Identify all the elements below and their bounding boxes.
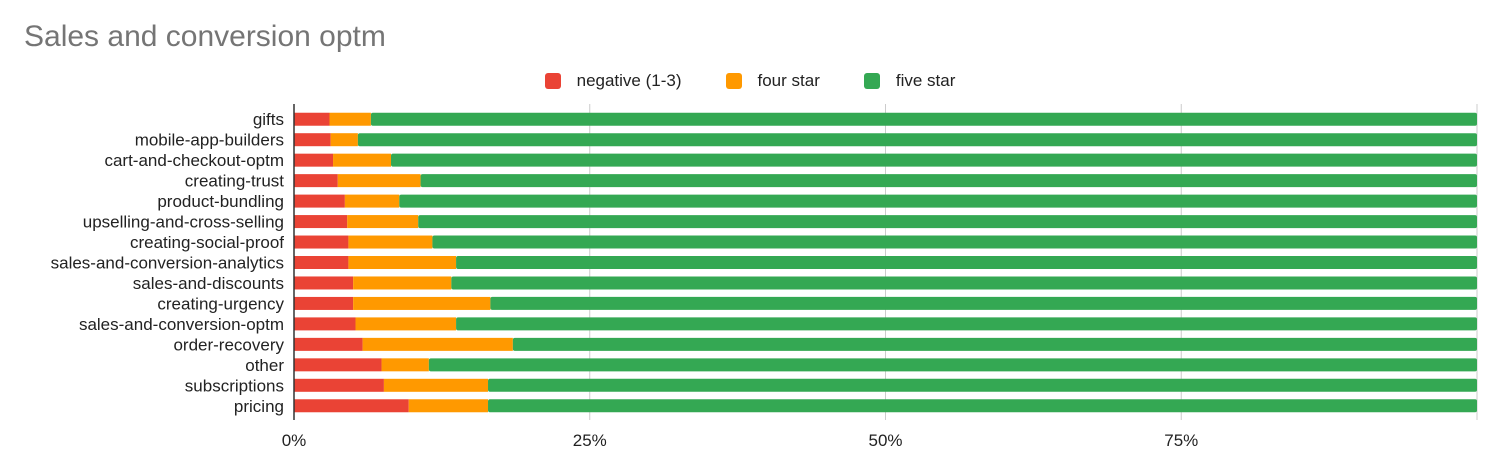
bar-11-1 bbox=[362, 337, 513, 351]
bar-3-0 bbox=[294, 174, 338, 188]
category-label: upselling-and-cross-selling bbox=[83, 213, 284, 232]
legend-swatch-five-star bbox=[863, 73, 880, 89]
category-label: sales-and-conversion-analytics bbox=[51, 254, 284, 273]
bar-6-1 bbox=[348, 235, 433, 249]
bar-2-2 bbox=[391, 153, 1478, 167]
bar-7-1 bbox=[348, 256, 457, 269]
bar-9-1 bbox=[353, 296, 491, 310]
category-label: sales-and-discounts bbox=[133, 274, 284, 293]
legend-label-five-star: five star bbox=[895, 71, 956, 90]
bar-11-0 bbox=[294, 337, 363, 351]
bar-5-2 bbox=[418, 215, 1478, 229]
legend-swatch-negative bbox=[544, 73, 561, 89]
bar-13-1 bbox=[383, 378, 489, 392]
category-label: product-bundling bbox=[157, 192, 284, 211]
category-label: creating-trust bbox=[185, 172, 284, 191]
category-label: pricing bbox=[234, 397, 284, 416]
bar-0-2 bbox=[370, 112, 1477, 126]
bar-7-2 bbox=[456, 256, 1477, 269]
category-label: creating-urgency bbox=[157, 294, 284, 313]
legend-label-four-star: four star bbox=[757, 71, 820, 90]
bar-0-0 bbox=[294, 112, 330, 126]
bar-2-1 bbox=[333, 153, 392, 167]
category-label: cart-and-checkout-optm bbox=[104, 151, 284, 170]
x-tick-label: 25% bbox=[573, 431, 607, 450]
bar-9-0 bbox=[294, 296, 354, 310]
bar-1-2 bbox=[357, 133, 1478, 147]
bar-0-1 bbox=[329, 112, 371, 126]
bar-13-2 bbox=[488, 378, 1478, 392]
x-tick-label: 0% bbox=[282, 431, 307, 450]
bar-8-1 bbox=[353, 276, 452, 290]
category-label: order-recovery bbox=[173, 335, 284, 354]
bar-3-1 bbox=[337, 174, 421, 188]
bar-12-1 bbox=[381, 358, 429, 372]
category-label: creating-social-proof bbox=[130, 233, 284, 252]
bar-10-1 bbox=[355, 317, 457, 331]
legend-item-four-star[interactable]: four star bbox=[725, 71, 820, 91]
category-label: gifts bbox=[253, 110, 284, 129]
bar-8-0 bbox=[294, 276, 354, 290]
category-label: subscriptions bbox=[185, 376, 284, 395]
bar-1-0 bbox=[294, 133, 331, 147]
bar-9-2 bbox=[490, 296, 1477, 310]
bar-6-0 bbox=[294, 235, 349, 249]
chart-title: Sales and conversion optm bbox=[24, 20, 386, 53]
bar-13-0 bbox=[294, 378, 384, 392]
category-label: mobile-app-builders bbox=[135, 131, 284, 150]
bar-4-2 bbox=[399, 194, 1477, 208]
bar-14-2 bbox=[488, 399, 1478, 413]
bar-2-0 bbox=[294, 153, 334, 167]
bar-4-0 bbox=[294, 194, 345, 208]
legend-item-five-star[interactable]: five star bbox=[863, 71, 956, 91]
bar-14-1 bbox=[408, 399, 489, 413]
x-tick-label: 75% bbox=[1164, 431, 1198, 450]
bar-10-0 bbox=[294, 317, 356, 331]
category-label: other bbox=[245, 356, 284, 375]
bar-11-2 bbox=[512, 337, 1477, 351]
bar-5-0 bbox=[294, 215, 348, 229]
bar-3-2 bbox=[420, 174, 1477, 188]
legend: negative (1-3) four star five star bbox=[0, 68, 1500, 94]
bar-12-0 bbox=[294, 358, 382, 372]
legend-item-negative[interactable]: negative (1-3) bbox=[544, 71, 682, 91]
bar-14-0 bbox=[294, 399, 409, 413]
bar-4-1 bbox=[344, 194, 400, 208]
bar-10-2 bbox=[456, 317, 1477, 331]
category-label: sales-and-conversion-optm bbox=[79, 315, 284, 334]
bar-1-1 bbox=[330, 133, 358, 147]
bar-7-0 bbox=[294, 256, 349, 269]
legend-swatch-four-star bbox=[725, 73, 742, 89]
x-tick-label: 50% bbox=[868, 431, 902, 450]
bar-8-2 bbox=[451, 276, 1477, 290]
bar-6-2 bbox=[432, 235, 1477, 249]
bar-5-1 bbox=[347, 215, 419, 229]
legend-label-negative: negative (1-3) bbox=[576, 71, 682, 90]
bar-12-2 bbox=[428, 358, 1477, 372]
